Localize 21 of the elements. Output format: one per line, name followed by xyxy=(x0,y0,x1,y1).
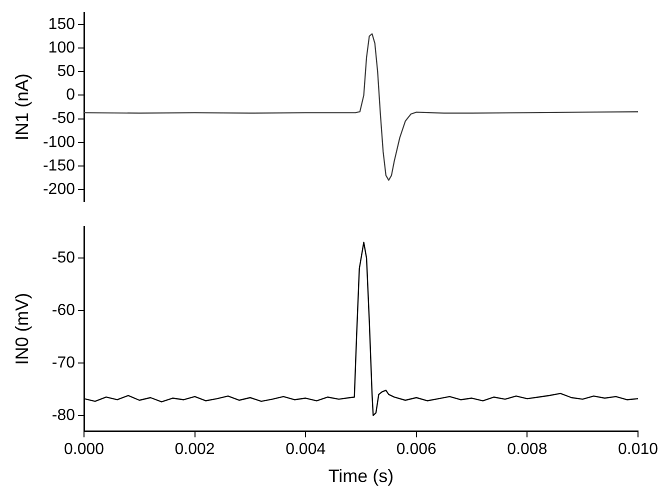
x-tick-label: 0.004 xyxy=(286,441,326,458)
y-tick-label: -100 xyxy=(42,134,76,151)
x-tick-label: 0.000 xyxy=(64,441,104,458)
x-tick-label: 0.010 xyxy=(618,441,658,458)
y-tick-label: 50 xyxy=(57,63,76,80)
x-tick-label: 0.008 xyxy=(507,441,548,458)
x-tick-label: 0.006 xyxy=(396,441,437,458)
y-tick-label: -60 xyxy=(52,302,76,319)
y-axis-title: IN0 (mV) xyxy=(12,292,32,365)
y-tick-label: 100 xyxy=(48,39,76,56)
y-tick-label: 0 xyxy=(66,86,76,104)
y-tick-label: -50 xyxy=(52,249,76,266)
y-tick-label: -50 xyxy=(52,110,76,128)
y-tick-label: -200 xyxy=(42,181,76,198)
x-axis-title: Time (s) xyxy=(328,466,394,486)
y-tick-label: -150 xyxy=(42,157,76,174)
y-axis-title: IN1 (nA) xyxy=(12,73,32,141)
x-tick-label: 0.002 xyxy=(174,441,215,458)
y-tick-label: 150 xyxy=(48,16,76,33)
y-tick-label: -80 xyxy=(52,406,76,424)
y-tick-label: -70 xyxy=(52,354,76,372)
